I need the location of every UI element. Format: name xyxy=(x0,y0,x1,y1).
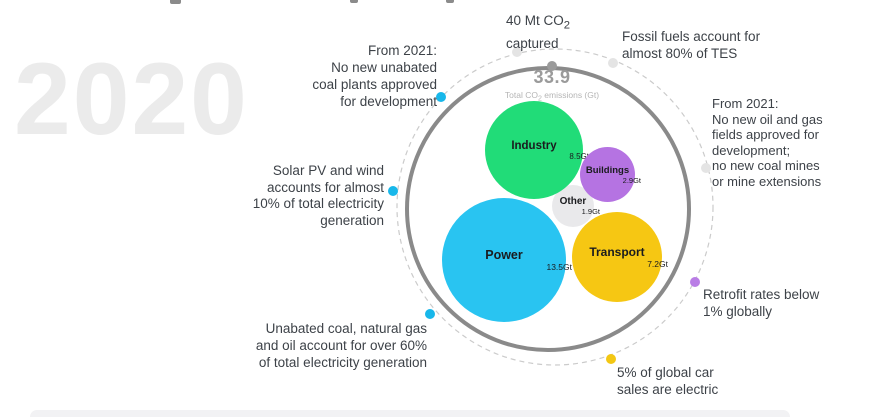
year-watermark: 2020 xyxy=(14,42,249,156)
annotation-line: accounts for almost xyxy=(266,179,384,195)
annotation-line: almost 80% of TES xyxy=(622,46,738,61)
fossil-marker-dot xyxy=(608,58,618,68)
bubble-transport-label: Transport xyxy=(589,245,645,259)
ev-marker-dot xyxy=(606,354,616,364)
annotation-line: Fossil fuels account for xyxy=(622,29,761,44)
total-emissions-value: 33.9 xyxy=(533,67,571,87)
annotation-line: 10% of total electricity xyxy=(252,196,384,211)
bubble-transport: Transport 7.2Gt xyxy=(572,212,668,302)
annotation-line: Retrofit rates below xyxy=(703,287,820,302)
retrofit-marker-dot xyxy=(690,277,700,287)
bubble-power-value: 13.5Gt xyxy=(546,262,572,272)
bubble-other-value: 1.9Gt xyxy=(581,207,600,216)
annotation-line: No new unabated xyxy=(331,60,437,75)
annotation-line: fields approved for xyxy=(712,127,819,142)
annotation-ev-sales: 5% of global car sales are electric xyxy=(617,364,718,398)
cropped-bottom-panel xyxy=(30,410,790,417)
annotation-line: sales are electric xyxy=(617,382,719,397)
annotation-line: or mine extensions xyxy=(712,173,822,189)
dashed-outer-ring xyxy=(396,48,714,366)
bubble-power-label: Power xyxy=(485,248,523,262)
annotation-line: No new oil and gas xyxy=(712,111,823,127)
annotation-line: 1% globally xyxy=(703,304,773,319)
annotation-line: Unabated coal, natural gas xyxy=(265,321,427,336)
annotation-line: captured xyxy=(506,35,559,51)
bubble-buildings-label: Buildings xyxy=(585,164,630,176)
coal-plants-marker-dot xyxy=(436,92,446,102)
annotation-line: for development xyxy=(340,94,437,109)
annotation-coal-plants: From 2021: No new unabated coal plants a… xyxy=(312,42,437,110)
bubble-industry: Industry 8.5Gt xyxy=(485,101,589,199)
annotation-line: From 2021: xyxy=(712,96,779,111)
annotation-line: From 2021: xyxy=(367,43,437,58)
bubble-buildings: Buildings 2.9Gt xyxy=(580,147,641,202)
oil-gas-marker-dot xyxy=(701,163,711,173)
bubble-industry-label: Industry xyxy=(511,139,557,152)
annotation-line: no new coal mines xyxy=(712,158,820,173)
annotation-unabated-coal: Unabated coal, natural gas and oil accou… xyxy=(256,320,427,371)
annotation-line: 40 Mt CO2 xyxy=(506,13,571,32)
annotation-line: generation xyxy=(320,212,384,228)
bubble-power: Power 13.5Gt xyxy=(442,198,572,322)
total-emissions: 33.9 Total CO2 emissions (Gt) xyxy=(482,67,622,103)
annotation-line: coal plants approved xyxy=(312,77,437,92)
unabated-marker-dot xyxy=(425,309,435,319)
bubble-buildings-value: 2.9Gt xyxy=(622,175,641,185)
bubble-transport-value: 7.2Gt xyxy=(647,259,668,269)
annotation-oil-gas-fields: From 2021: No new oil and gas fields app… xyxy=(712,96,823,189)
solar-marker-dot xyxy=(388,186,398,196)
cropped-text-fragment xyxy=(170,0,181,4)
annotation-fossil-fuels: Fossil fuels account for almost 80% of T… xyxy=(622,28,760,62)
annotation-solar-wind: Solar PV and wind accounts for almost 10… xyxy=(253,163,384,229)
annotation-retrofit: Retrofit rates below 1% globally xyxy=(703,286,819,320)
total-marker-dot xyxy=(547,61,557,71)
captured-marker-dot xyxy=(512,47,522,57)
annotation-line: and oil account for over 60% xyxy=(255,338,427,353)
cropped-text-fragment xyxy=(350,0,358,3)
annotation-line: of total electricity generation xyxy=(258,355,427,370)
total-emissions-label: Total CO2 emissions (Gt) xyxy=(504,90,600,103)
annotation-line: 5% of global car xyxy=(617,365,714,380)
bubble-industry-value: 8.5Gt xyxy=(569,151,589,161)
bubble-other-label: Other xyxy=(559,196,587,207)
annotation-line: development; xyxy=(712,142,791,158)
cropped-text-fragment xyxy=(446,0,454,3)
annotation-captured: 40 Mt CO2 captured xyxy=(506,12,570,52)
annotation-line: Solar PV and wind xyxy=(272,163,384,178)
